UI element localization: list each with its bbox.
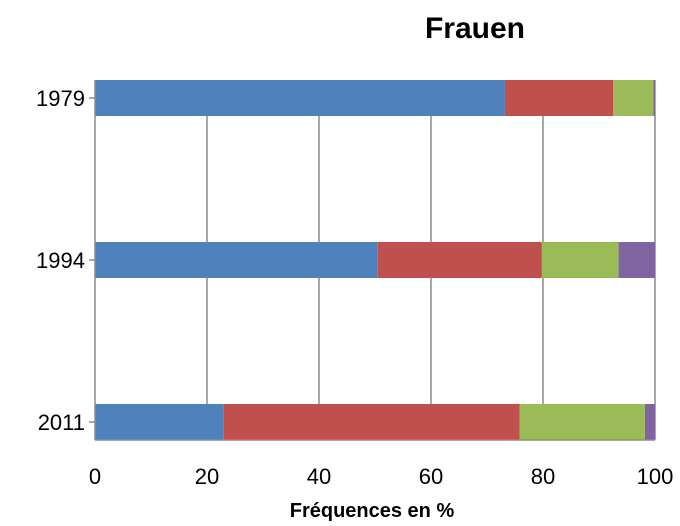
bars [95, 80, 655, 440]
bar-segment [653, 80, 655, 116]
x-axis-label: Fréquences en % [290, 500, 455, 522]
tick-labels: 0 20 40 60 80 100 1979 1994 2011 [36, 86, 673, 489]
bar-segment [95, 242, 378, 278]
y-tick-label: 2011 [38, 410, 85, 435]
x-tick-label: 40 [307, 464, 331, 489]
y-tick-label: 1994 [36, 248, 85, 273]
bar-segment [618, 242, 655, 278]
bar-segment [377, 242, 542, 278]
x-tick-label: 20 [195, 464, 219, 489]
x-tick-label: 100 [637, 464, 674, 489]
bar-segment [541, 242, 619, 278]
bar-segment [504, 80, 613, 116]
bar-segment [613, 80, 654, 116]
bar-segment [95, 80, 505, 116]
x-tick-label: 60 [419, 464, 443, 489]
bar-segment [519, 404, 645, 440]
y-tick-label: 1979 [36, 86, 85, 111]
bar-segment [95, 404, 224, 440]
bar-segment [644, 404, 655, 440]
chart-title: Frauen [425, 12, 525, 45]
bar-segment [223, 404, 520, 440]
x-tick-label: 80 [531, 464, 555, 489]
x-tick-label: 0 [89, 464, 101, 489]
